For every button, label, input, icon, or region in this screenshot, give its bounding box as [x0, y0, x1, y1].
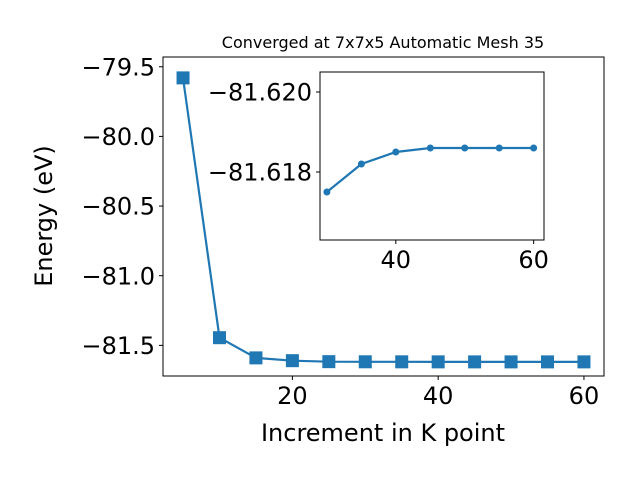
data-point — [322, 355, 336, 369]
x-tick-label: 40 — [423, 382, 454, 410]
chart-title: Converged at 7x7x5 Automatic Mesh 35 — [222, 33, 544, 52]
y-tick-label: −79.5 — [81, 53, 155, 81]
data-point — [504, 355, 518, 369]
y-tick-label: −81.620 — [208, 79, 312, 107]
inset-plot-area — [319, 71, 545, 241]
data-point — [395, 355, 409, 369]
data-point — [392, 148, 400, 156]
data-point — [541, 355, 555, 369]
data-point — [212, 331, 226, 345]
data-point — [358, 355, 372, 369]
data-point — [461, 144, 469, 152]
y-tick-label: −81.0 — [81, 262, 155, 290]
main-ticks: 20 40 60 −79.5 −80.0 −80.5 −81.0 −81.5 — [81, 53, 599, 410]
data-point — [285, 354, 299, 368]
data-point — [577, 355, 591, 369]
data-point — [176, 71, 190, 85]
data-point — [249, 351, 263, 365]
y-tick-label: −80.5 — [81, 193, 155, 221]
data-point — [323, 188, 331, 196]
inset-ticks: 40 60 −81.620 −81.618 — [208, 79, 549, 274]
main-series — [176, 71, 591, 369]
data-point — [357, 160, 365, 168]
x-tick-label: 60 — [518, 246, 549, 274]
data-point — [468, 355, 482, 369]
x-axis-label: Increment in K point — [261, 419, 505, 447]
data-point — [495, 144, 503, 152]
inset-series — [323, 144, 538, 196]
x-tick-label: 20 — [277, 382, 308, 410]
data-point — [426, 144, 434, 152]
y-tick-label: −81.618 — [208, 159, 312, 187]
data-point — [431, 355, 445, 369]
y-tick-label: −81.5 — [81, 332, 155, 360]
y-axis-label: Energy (eV) — [30, 145, 58, 287]
x-tick-label: 40 — [381, 246, 412, 274]
y-tick-label: −80.0 — [81, 123, 155, 151]
data-point — [530, 144, 538, 152]
x-tick-label: 60 — [569, 382, 600, 410]
